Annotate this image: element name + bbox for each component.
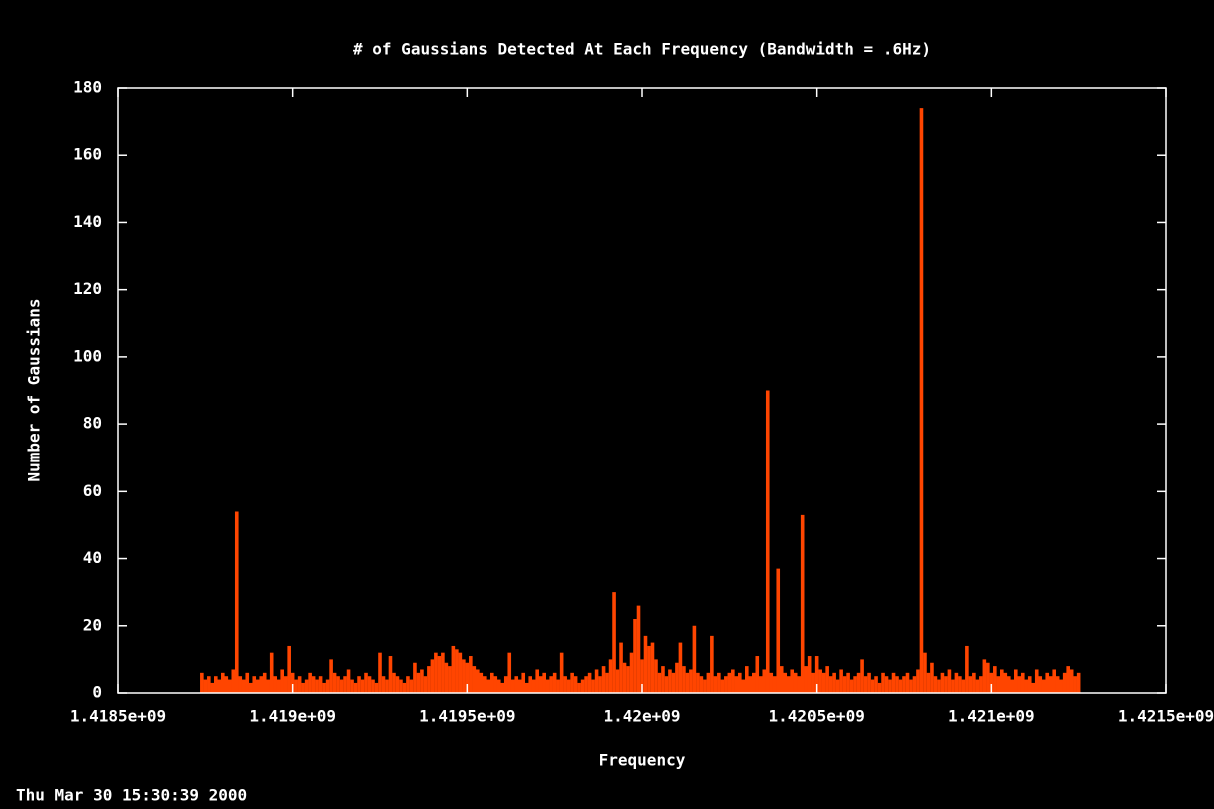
x-tick-label: 1.42e+09 — [603, 707, 680, 726]
plot-frame — [117, 87, 1167, 694]
y-tick-label: 120 — [73, 279, 102, 298]
x-axis-label: Frequency — [599, 751, 686, 770]
y-tick-label: 180 — [73, 78, 102, 97]
y-tick-label: 40 — [83, 548, 102, 567]
y-tick-label: 60 — [83, 481, 102, 500]
timestamp: Thu Mar 30 15:30:39 2000 — [16, 786, 247, 805]
x-tick-label: 1.4195e+09 — [419, 707, 515, 726]
x-tick-label: 1.421e+09 — [948, 707, 1035, 726]
y-tick-label: 140 — [73, 212, 102, 231]
x-tick-label: 1.4185e+09 — [70, 707, 166, 726]
y-tick-label: 160 — [73, 145, 102, 164]
x-tick-label: 1.4215e+09 — [1118, 707, 1214, 726]
y-tick-label: 20 — [83, 615, 102, 634]
chart-title: # of Gaussians Detected At Each Frequenc… — [353, 40, 931, 59]
x-tick-label: 1.4205e+09 — [769, 707, 865, 726]
y-tick-label: 80 — [83, 414, 102, 433]
x-tick-label: 1.419e+09 — [249, 707, 336, 726]
y-tick-label: 100 — [73, 346, 102, 365]
y-tick-label: 0 — [92, 683, 102, 702]
y-axis-label: Number of Gaussians — [25, 298, 44, 481]
